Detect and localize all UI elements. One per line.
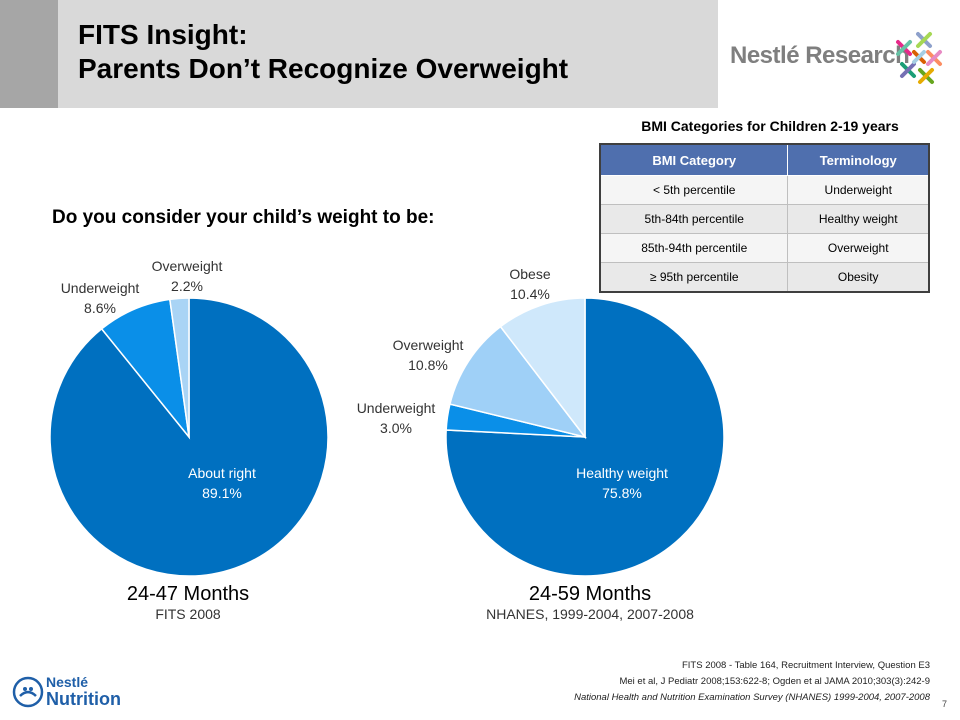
bmi-table: BMI Category Terminology < 5th percentil… — [599, 143, 930, 293]
table-cell: 5th-84th percentile — [599, 204, 789, 234]
chart-1-label-about-right: About right — [188, 465, 256, 481]
chart-1-slice-overweight — [168, 297, 190, 438]
chart-2-label-underweight: Underweight — [357, 400, 436, 416]
chart-2-subtitle: NHANES, 1999-2004, 2007-2008 — [486, 606, 694, 622]
research-mosaic-icon — [896, 32, 942, 84]
chart-2-value-obese: 10.4% — [510, 286, 550, 302]
chart-1-caption: 24-47 Months FITS 2008 — [88, 583, 288, 622]
bmi-table-title: BMI Categories for Children 2-19 years — [641, 118, 899, 134]
chart-2-label-overweight: Overweight — [393, 337, 464, 353]
chart-1-value-underweight: 8.6% — [84, 300, 116, 316]
table-row: 5th-84th percentile Healthy weight — [599, 204, 930, 234]
title-line-1: FITS Insight: — [78, 19, 248, 50]
chart-2-slice-overweight — [449, 325, 587, 439]
table-row: 85th-94th percentile Overweight — [599, 233, 930, 263]
title-line-2: Parents Don’t Recognize Overweight — [78, 53, 569, 84]
header-bar — [0, 0, 718, 108]
table-row: ≥ 95th percentile Obesity — [599, 262, 930, 293]
chart-2-caption: 24-59 Months NHANES, 1999-2004, 2007-200… — [440, 583, 740, 622]
nestle-research-wordmark: Nestlé Research — [730, 42, 910, 69]
chart-1-label-overweight: Overweight — [152, 258, 223, 274]
chart-2-label-healthy-weight: Healthy weight — [576, 465, 668, 481]
header-accent — [0, 0, 58, 108]
footnote-3: National Health and Nutrition Examinatio… — [574, 692, 930, 703]
nestle-nutrition-logo: Nestlé Nutrition — [12, 672, 121, 712]
page-title: FITS Insight: Parents Don’t Recognize Ov… — [78, 18, 568, 86]
table-cell: Obesity — [787, 262, 930, 293]
pie-charts: About right 89.1% Underweight 8.6% Overweigh… — [49, 258, 725, 577]
chart-1-value-about-right: 89.1% — [202, 485, 242, 501]
nest-birds-icon — [12, 676, 44, 708]
table-cell: Overweight — [787, 233, 930, 263]
chart-2-value-overweight: 10.8% — [408, 357, 448, 373]
table-cell: 85th-94th percentile — [599, 233, 789, 263]
chart-1-subtitle: FITS 2008 — [155, 606, 221, 622]
chart-1-title: 24-47 Months — [126, 583, 250, 605]
survey-question: Do you consider your child’s weight to b… — [52, 207, 435, 228]
nestle-research-logo: Nestlé Research — [730, 28, 950, 98]
chart-2-title: 24-59 Months — [528, 583, 652, 605]
page-number: 7 — [942, 699, 948, 709]
column-header-terminology: Terminology — [787, 143, 930, 176]
chart-2-value-underweight: 3.0% — [380, 420, 412, 436]
chart-1-label-underweight: Underweight — [61, 280, 140, 296]
footnote-2: Mei et al, J Pediatr 2008;153:622-8; Ogd… — [619, 676, 930, 687]
table-header-row: BMI Category Terminology — [599, 143, 930, 176]
chart-2-label-obese: Obese — [509, 266, 550, 282]
chart-1-value-overweight: 2.2% — [171, 278, 203, 294]
table-cell: Underweight — [787, 175, 930, 205]
footnotes: FITS 2008 - Table 164, Recruitment Inter… — [490, 658, 930, 706]
nutrition-logo-word-2: Nutrition — [46, 689, 121, 709]
chart-2-slice-healthy-weight — [445, 297, 725, 577]
footnote-1: FITS 2008 - Table 164, Recruitment Inter… — [681, 660, 930, 671]
chart-2-value-healthy-weight: 75.8% — [602, 485, 642, 501]
table-cell: Healthy weight — [787, 204, 930, 234]
chart-2-slice-obese — [499, 297, 586, 440]
column-header-bmi-category: BMI Category — [599, 143, 789, 176]
table-cell: ≥ 95th percentile — [599, 262, 789, 293]
table-row: < 5th percentile Underweight — [599, 175, 930, 205]
table-cell: < 5th percentile — [599, 175, 789, 205]
nutrition-logo-word-1: Nestlé — [46, 674, 89, 690]
